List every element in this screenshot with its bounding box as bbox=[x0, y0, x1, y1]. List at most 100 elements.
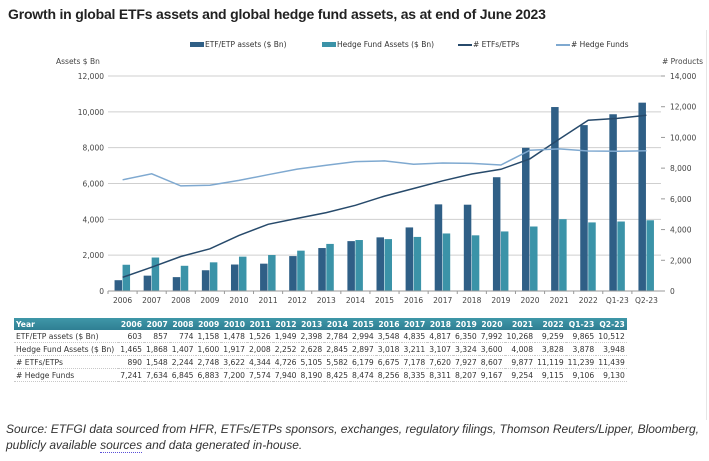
table-cell: 857 bbox=[144, 330, 170, 343]
x-axis-tick-label: 2022 bbox=[579, 296, 598, 305]
table-header-row: Year 2006 2007 2008 2009 2010 2011 2012 2013 201… bbox=[14, 318, 627, 330]
table-cell: 6,350 bbox=[453, 330, 479, 343]
table-header-cell: 2012 bbox=[272, 318, 299, 330]
bar-etf-assets bbox=[347, 241, 355, 291]
table-cell: 2,897 bbox=[350, 342, 376, 356]
x-axis-tick-label: 2019 bbox=[491, 296, 510, 305]
table-cell: 6,845 bbox=[169, 368, 196, 382]
table-cell: 2,398 bbox=[298, 330, 325, 343]
table-cell: 11,119 bbox=[535, 355, 566, 369]
bar-etf-assets bbox=[289, 256, 297, 291]
table-cell: 3,878 bbox=[565, 342, 597, 356]
right-axis-title: # Products bbox=[662, 57, 704, 66]
data-table: Year 2006 2007 2008 2009 2010 2011 2012 2013 201… bbox=[14, 318, 627, 382]
table-cell: 3,107 bbox=[427, 342, 453, 356]
table-cell: 3,211 bbox=[401, 342, 428, 356]
bar-hedge-assets bbox=[617, 221, 625, 291]
bar-hedge-assets bbox=[268, 255, 276, 291]
table-header-cell: 2021 bbox=[504, 318, 536, 330]
table-cell: 1,917 bbox=[221, 342, 247, 356]
table-cell: 8,335 bbox=[401, 368, 428, 382]
table-cell: 2,994 bbox=[350, 330, 376, 343]
bar-etf-assets bbox=[580, 125, 588, 291]
table-cell: 9,106 bbox=[565, 368, 597, 382]
table-row-label: # Hedge Funds bbox=[14, 368, 119, 382]
table-body: ETF/ETP assets ($ Bn) 603 857 774 1,158 1,478… bbox=[14, 330, 627, 382]
table-header-cell: 2020 bbox=[478, 318, 505, 330]
table-cell: 774 bbox=[169, 330, 196, 343]
table-cell: 7,241 bbox=[118, 368, 144, 382]
left-axis-tick-label: 2,000 bbox=[83, 251, 105, 260]
source-note: Source: ETFGI data sourced from HFR, ETF… bbox=[6, 421, 706, 453]
table-cell: 7,620 bbox=[427, 355, 453, 369]
table-cell: 4,344 bbox=[247, 355, 273, 369]
bar-hedge-assets bbox=[442, 233, 451, 291]
table-cell: 8,256 bbox=[375, 368, 402, 382]
table-cell: 2,252 bbox=[272, 342, 299, 356]
table-cell: 3,622 bbox=[221, 355, 247, 369]
right-axis-tick-label: 10,000 bbox=[670, 133, 696, 142]
x-axis-tick-label: Q1-23 bbox=[606, 296, 629, 305]
legend-label: ETF/ETP assets ($ Bn) bbox=[205, 40, 287, 49]
x-axis-tick-label: 2018 bbox=[462, 296, 481, 305]
table-header-cell: 2022 bbox=[535, 318, 566, 330]
combo-chart: 0 2,000 4,000 6,000 8,000 10,000 12,000 0 2,000 4… bbox=[78, 72, 697, 305]
left-axis-tick-label: 0 bbox=[99, 287, 104, 296]
table-cell: 890 bbox=[118, 355, 144, 369]
table-cell: 4,817 bbox=[427, 330, 453, 343]
legend-item-etf-count: # ETFs/ETPs bbox=[458, 40, 519, 49]
x-axis-tick-label: 2017 bbox=[433, 296, 452, 305]
bar-etf-assets bbox=[260, 263, 268, 291]
bar-etf-assets bbox=[230, 264, 239, 291]
table-cell: 1,868 bbox=[144, 342, 170, 356]
bar-hedge-assets bbox=[384, 239, 392, 291]
table-cell: 1,526 bbox=[247, 330, 273, 343]
legend-swatch-hedge-count bbox=[556, 43, 570, 46]
table-cell: 3,324 bbox=[453, 342, 479, 356]
source-text: Source: ETFGI data sourced from HFR, ETF… bbox=[6, 422, 699, 452]
bar-hedge-assets bbox=[413, 236, 422, 291]
left-axis-tick-label: 10,000 bbox=[78, 108, 104, 117]
table-cell: 1,600 bbox=[195, 342, 222, 356]
table-cell: 9,254 bbox=[504, 368, 536, 382]
table-cell: 8,190 bbox=[298, 368, 325, 382]
table-cell: 5,105 bbox=[298, 355, 325, 369]
table-cell: 2,748 bbox=[195, 355, 222, 369]
line-etf-count bbox=[122, 114, 647, 279]
bar-hedge-assets bbox=[151, 257, 160, 291]
sources-link[interactable]: sources bbox=[100, 438, 143, 453]
chart-title: Growth in global ETFs assets and global … bbox=[8, 6, 546, 22]
table-cell: 4,726 bbox=[272, 355, 299, 369]
lines bbox=[122, 114, 647, 279]
gridlines bbox=[108, 75, 661, 256]
table-cell: 3,600 bbox=[478, 342, 505, 356]
bar-etf-assets bbox=[522, 147, 530, 291]
table-cell: 8,607 bbox=[478, 355, 505, 369]
table-cell: 9,259 bbox=[535, 330, 566, 343]
bar-etf-assets bbox=[114, 280, 123, 291]
bar-etf-assets bbox=[551, 107, 559, 291]
table-cell: 1,478 bbox=[221, 330, 247, 343]
left-axis-title: Assets $ Bn bbox=[56, 57, 100, 66]
right-axis-tick-label: 4,000 bbox=[670, 226, 692, 235]
right-axis-tick-label: 0 bbox=[670, 287, 675, 296]
table-cell: 6,179 bbox=[350, 355, 376, 369]
line-hedge-fund-count bbox=[122, 148, 647, 187]
table-cell: 8,311 bbox=[427, 368, 453, 382]
bar-etf-assets bbox=[638, 102, 646, 291]
legend-item-hedge-count: # Hedge Funds bbox=[556, 40, 629, 49]
table-cell: 9,167 bbox=[478, 368, 505, 382]
bar-etf-assets bbox=[143, 275, 152, 291]
legend-label: # Hedge Funds bbox=[571, 40, 629, 49]
table-cell: 8,207 bbox=[453, 368, 479, 382]
table-cell: 3,948 bbox=[596, 342, 627, 356]
table-cell: 1,465 bbox=[118, 342, 144, 356]
x-axis-tick-label: 2013 bbox=[317, 296, 336, 305]
table-header-cell: 2016 bbox=[375, 318, 402, 330]
table-header-cell: 2009 bbox=[195, 318, 222, 330]
x-axis-tick-label: 2014 bbox=[346, 296, 365, 305]
right-axis-tick-label: 8,000 bbox=[670, 164, 692, 173]
table-cell: 7,574 bbox=[247, 368, 273, 382]
table-cell: 1,158 bbox=[195, 330, 222, 343]
table-row: Hedge Fund Assets ($ Bn) 1,465 1,868 1,407 1… bbox=[14, 342, 627, 356]
